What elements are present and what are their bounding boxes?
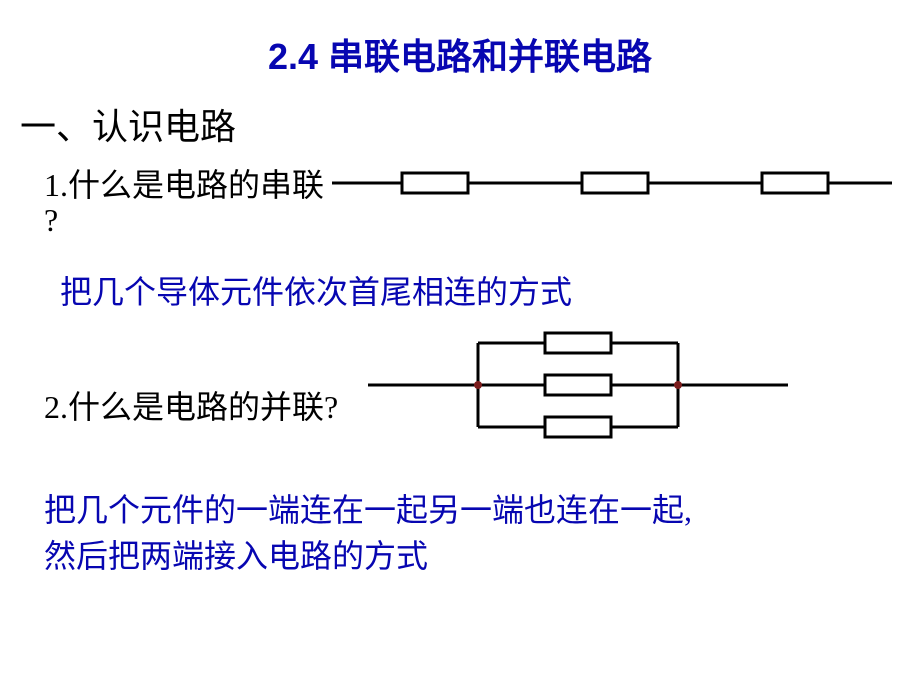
slide-title: 2.4 串联电路和并联电路 <box>0 0 920 80</box>
question-2-text: 2.什么是电路的并联? <box>44 382 338 428</box>
series-circuit-diagram <box>332 165 892 201</box>
answer-2-line2: 然后把两端接入电路的方式 <box>44 538 428 574</box>
question-1-text: 1.什么是电路的串联 <box>44 160 324 206</box>
question-1-row: 1.什么是电路的串联 <box>0 150 920 206</box>
answer-2: 把几个元件的一端连在一起另一端也连在一起, 然后把两端接入电路的方式 <box>0 445 920 580</box>
question-2-row: 2.什么是电路的并联? <box>0 313 920 445</box>
question-1-qmark: ? <box>0 202 920 239</box>
section-heading: 一、认识电路 <box>0 80 920 150</box>
parallel-circuit-diagram <box>368 325 788 445</box>
answer-2-line1: 把几个元件的一端连在一起另一端也连在一起, <box>44 492 692 528</box>
answer-1: 把几个导体元件依次首尾相连的方式 <box>0 239 920 313</box>
